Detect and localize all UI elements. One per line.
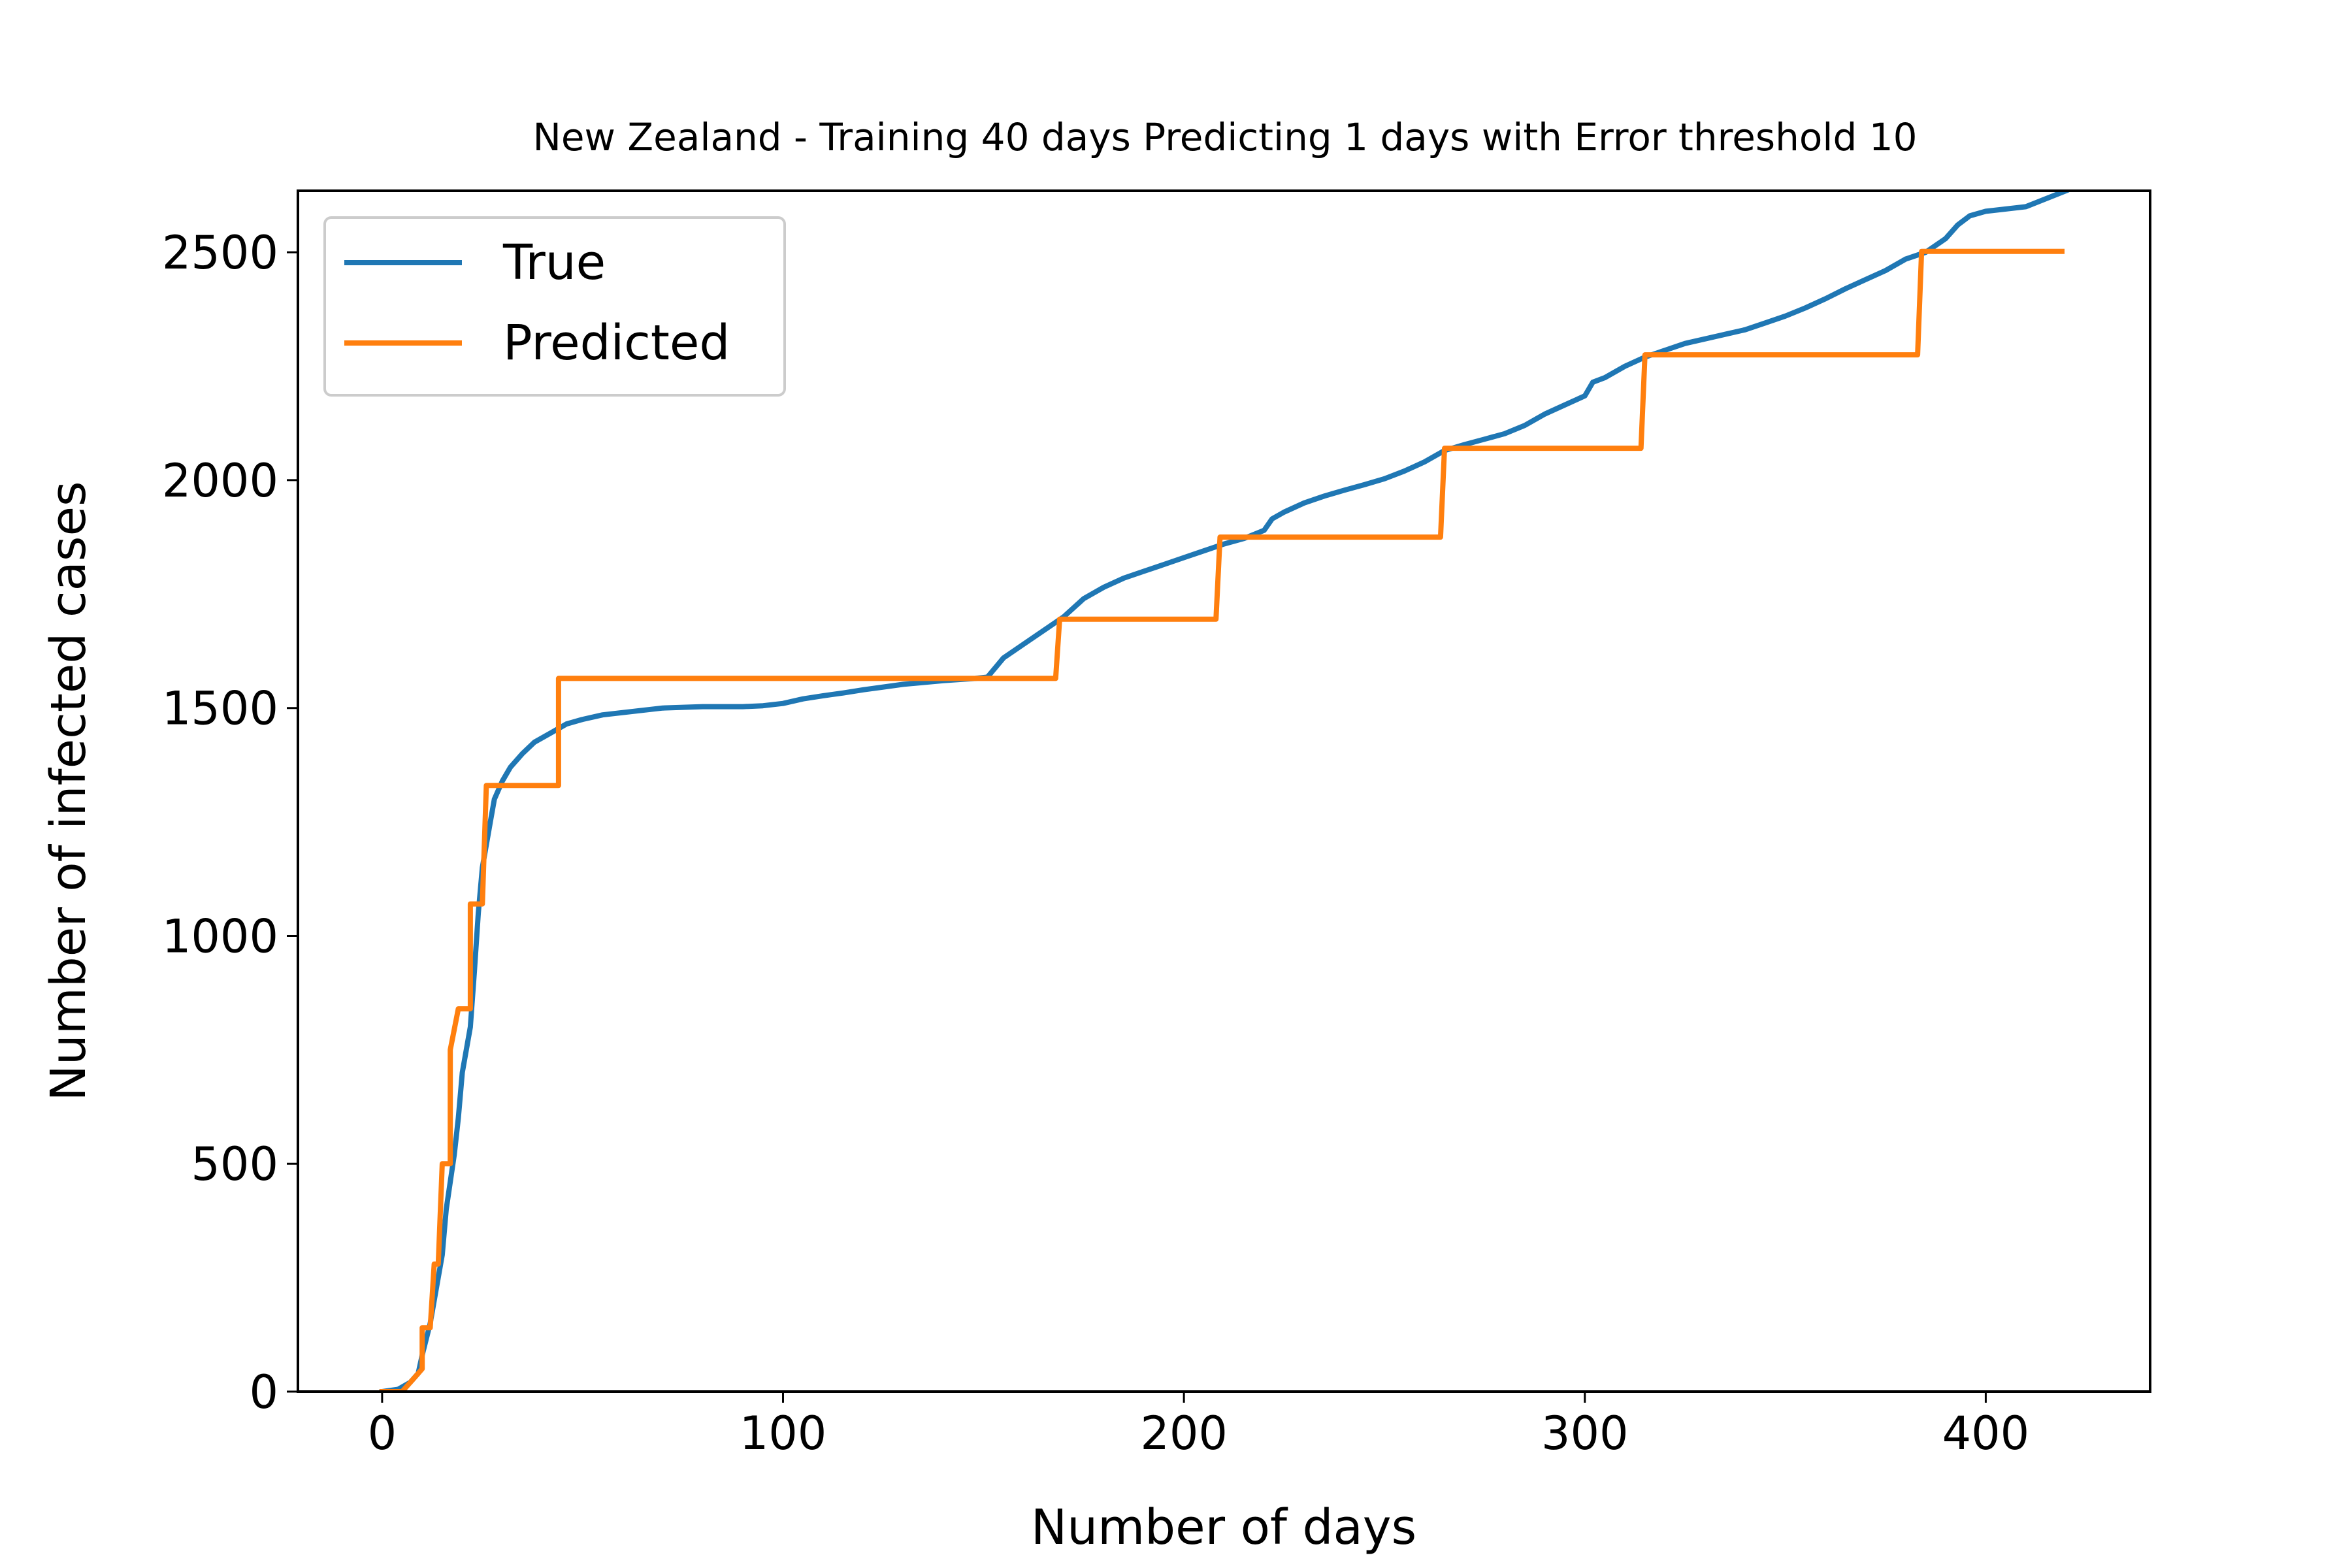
plot-area-frame bbox=[297, 189, 2151, 1393]
y-tick-label: 0 bbox=[249, 1365, 278, 1419]
series-line-true bbox=[379, 191, 2070, 1392]
series-line-predicted bbox=[379, 248, 2065, 1392]
legend: True Predicted bbox=[323, 216, 786, 397]
x-tick-label: 300 bbox=[1541, 1407, 1629, 1460]
y-tick-label: 500 bbox=[191, 1137, 278, 1191]
x-axis-label: Number of days bbox=[1031, 1499, 1416, 1556]
x-tick-label: 400 bbox=[1942, 1407, 2030, 1460]
series-layer bbox=[379, 191, 2070, 1392]
legend-label-true: True bbox=[502, 235, 606, 291]
y-axis-label: Number of infected cases bbox=[41, 481, 97, 1101]
y-tick-label: 2500 bbox=[162, 226, 278, 280]
axes-layer: 0 100 200 300 400 0 500 1000 1500 2000 2500 bbox=[162, 226, 2029, 1460]
y-tick-label: 1000 bbox=[162, 909, 278, 963]
x-tick-label: 0 bbox=[368, 1407, 397, 1460]
y-tick-label: 2000 bbox=[162, 454, 278, 508]
x-tick-label: 100 bbox=[740, 1407, 827, 1460]
legend-label-predicted: Predicted bbox=[503, 315, 730, 371]
chart-title: New Zealand - Training 40 days Predictin… bbox=[532, 115, 1917, 159]
x-tick-label: 200 bbox=[1140, 1407, 1228, 1460]
y-tick-label: 1500 bbox=[162, 682, 278, 736]
